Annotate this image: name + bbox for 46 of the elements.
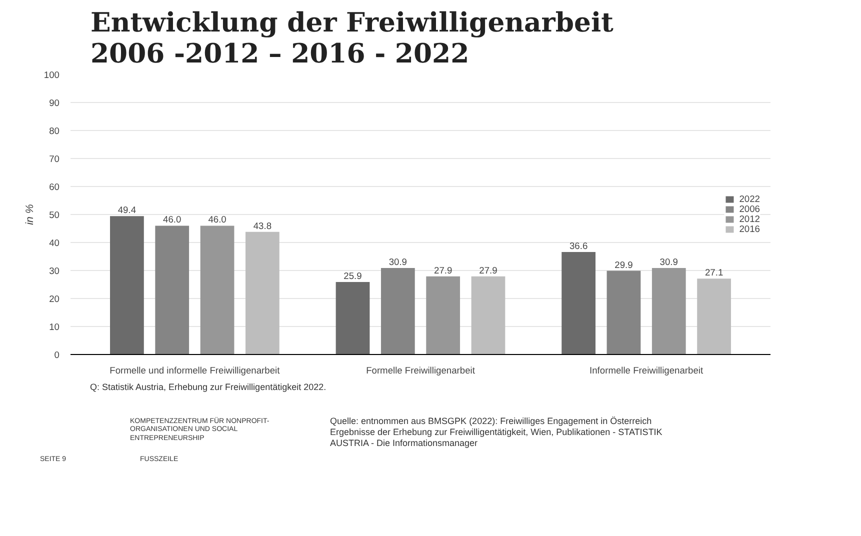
- y-tick-label: 20: [49, 294, 60, 304]
- data-label: 30.9: [388, 256, 407, 267]
- data-label: 46.0: [208, 214, 226, 225]
- data-label: 36.6: [569, 241, 588, 252]
- legend-label: 2016: [739, 224, 760, 234]
- y-tick-label: 80: [49, 126, 60, 136]
- data-label: 43.8: [253, 220, 272, 231]
- data-label: 27.9: [479, 265, 498, 276]
- bar: [200, 226, 234, 354]
- y-tick-label: 10: [49, 322, 60, 332]
- y-tick-label: 60: [49, 182, 60, 192]
- bar: [606, 270, 641, 354]
- bar: [246, 232, 280, 354]
- bar: [652, 268, 686, 354]
- y-axis-title: in %: [24, 204, 36, 225]
- bar: [336, 282, 370, 354]
- y-tick-label: 70: [49, 154, 60, 164]
- data-label: 49.4: [118, 205, 136, 216]
- x-tick-label: Formelle und informelle Freiwilligenarbeit: [110, 366, 280, 376]
- bar: [471, 276, 506, 354]
- x-tick-label: Informelle Freiwilligenarbeit: [590, 366, 704, 376]
- data-label: 29.9: [614, 260, 633, 270]
- x-tick-label: Formelle Freiwilligenarbeit: [366, 366, 476, 376]
- chart-title: Entwicklung der Freiwilligenarbeit 2006 -2012 – 2016 - 2022: [90, 8, 614, 70]
- data-label: 27.1: [704, 268, 724, 278]
- bar: [426, 276, 460, 354]
- source-note: Quelle: entnommen aus BMSGPK (2022): Freiwilliges Engagement in Österreich Ergebnisse der Erhebung zur Freiwilligentätigkeit, Wien, Publikationen - STATISTIK AUSTRIA - Die Informationsmanager: [330, 416, 664, 448]
- y-tick-label: 0: [54, 350, 60, 360]
- y-tick-label: 90: [49, 98, 60, 108]
- text: Q: Statistik Austria, Erhebung zur Freiwilligentätigkeit 2022.: [90, 382, 328, 393]
- data-label: 27.9: [434, 265, 452, 276]
- bar: [380, 268, 415, 354]
- y-tick-label: 50: [49, 210, 60, 220]
- y-tick-label: 100: [44, 70, 60, 80]
- bar: [155, 226, 190, 354]
- data-label: 25.9: [344, 270, 362, 281]
- bar: [697, 278, 731, 354]
- bar: [562, 252, 596, 354]
- data-label: 30.9: [660, 256, 678, 267]
- y-tick-label: 30: [49, 266, 60, 276]
- data-label: 46.0: [163, 214, 182, 225]
- legend-label: 2022: [739, 194, 760, 204]
- legend-label: 2012: [739, 214, 760, 224]
- y-tick-label: 40: [49, 238, 60, 248]
- legend-label: 2006: [739, 204, 760, 214]
- bar: [110, 216, 144, 354]
